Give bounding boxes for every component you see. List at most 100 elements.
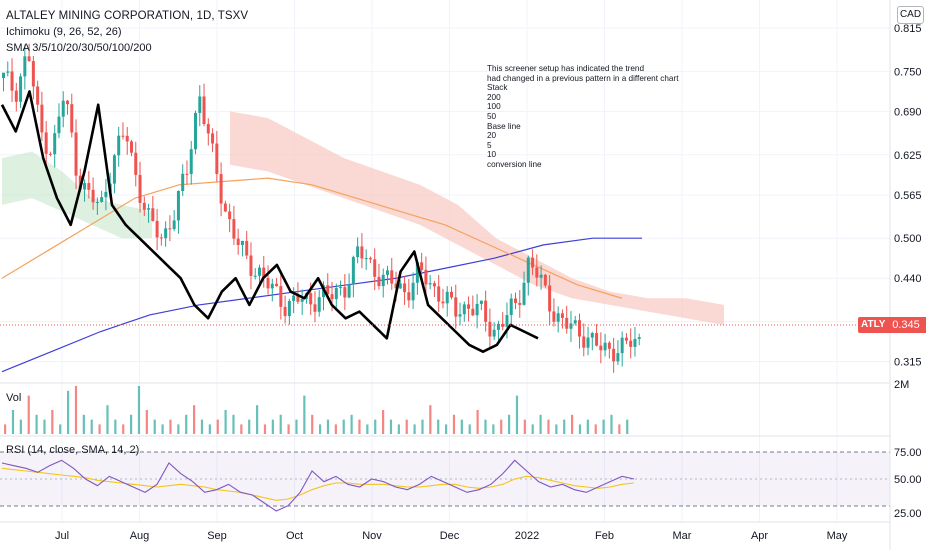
price-tick: 0.625	[894, 150, 922, 162]
candle-body	[262, 267, 266, 278]
candle-body	[586, 337, 590, 348]
candle-body	[91, 189, 95, 203]
price-tick: 0.750	[894, 66, 922, 78]
candle-body	[347, 284, 351, 298]
volume-bar	[421, 419, 424, 434]
volume-bar	[263, 424, 267, 434]
candle-body	[270, 283, 274, 289]
annotation-line: Stack	[487, 83, 508, 93]
candle-body	[432, 283, 436, 287]
candle-body	[539, 274, 543, 278]
candle-body	[100, 197, 104, 202]
volume-bar	[248, 419, 251, 434]
price-tick: 0.440	[894, 273, 922, 285]
candle-body	[253, 275, 257, 277]
candle-body	[138, 174, 142, 203]
volume-bar	[319, 424, 322, 434]
volume-bar	[405, 419, 408, 434]
candle-body	[66, 100, 69, 105]
candle-body	[569, 323, 573, 329]
candle-body	[300, 298, 304, 302]
volume-bar	[4, 424, 7, 434]
candle-body	[334, 287, 338, 300]
rsi-line	[1, 459, 635, 512]
time-axis[interactable]: Jul Aug Sep Oct Nov Dec 2022 Feb Mar Apr May	[55, 530, 848, 542]
candle-body	[360, 246, 364, 259]
rsi-label[interactable]: RSI (14, close, SMA, 14, 2)	[6, 444, 140, 456]
symbol-badge: ATLY	[858, 317, 889, 333]
candle-body	[228, 211, 232, 220]
annotation-line: 100	[487, 102, 501, 112]
volume-bar	[508, 414, 511, 434]
candle-body	[479, 300, 483, 304]
candle-body	[458, 314, 462, 317]
candle-body	[450, 291, 453, 298]
sma-label[interactable]: SMA 3/5/10/20/30/50/100/200	[6, 42, 152, 54]
candle-body	[223, 203, 227, 212]
volume-bar	[256, 405, 259, 434]
candle-body	[552, 311, 556, 322]
candle-body	[249, 255, 253, 276]
candle-body	[488, 321, 492, 337]
candle-body	[590, 333, 594, 338]
volume-bar	[279, 414, 282, 434]
volume-bar	[429, 405, 432, 434]
annotation-line: 20	[487, 131, 497, 141]
candle-body	[415, 262, 419, 283]
candle-body	[454, 297, 458, 317]
candle-body	[381, 274, 385, 287]
candle-body	[339, 287, 343, 289]
time-tick: Mar	[673, 530, 692, 542]
volume-bar	[626, 419, 629, 434]
candle-body	[292, 295, 296, 301]
candle-body	[629, 340, 633, 347]
time-tick: Feb	[595, 530, 614, 542]
volume-bar	[334, 424, 337, 434]
rsi-lower-label: 25.00	[894, 508, 922, 520]
time-tick: 2022	[515, 530, 539, 542]
candle-body	[526, 257, 530, 283]
candle-body	[61, 100, 65, 117]
candle-body	[364, 258, 368, 260]
candle-body	[313, 304, 317, 312]
volume-bar	[547, 419, 550, 434]
currency-badge[interactable]: CAD	[897, 6, 924, 24]
candle-body	[83, 183, 87, 190]
candle-body	[403, 283, 407, 293]
candle-body	[142, 202, 146, 210]
ichimoku-cloud	[2, 111, 724, 325]
candle-body	[168, 228, 172, 230]
volume-bar	[193, 405, 196, 434]
volume-bar	[342, 419, 345, 434]
candle-body	[236, 238, 240, 245]
rsi-ma-line	[1, 467, 635, 501]
ichimoku-label[interactable]: Ichimoku (9, 26, 52, 26)	[6, 26, 122, 38]
volume-bar	[35, 414, 38, 434]
volume-bar	[106, 405, 109, 434]
volume-bar	[500, 419, 503, 434]
volume-label[interactable]: Vol	[6, 392, 22, 404]
volume-bar	[531, 424, 534, 434]
candle-body	[445, 291, 449, 304]
volume-bar	[350, 414, 353, 434]
candle-body	[240, 240, 244, 245]
volume-bar	[578, 424, 582, 434]
sma-line	[1, 177, 623, 299]
candle-body	[317, 297, 321, 312]
candle-body	[189, 149, 193, 175]
volume-bar	[82, 414, 85, 434]
chart-title[interactable]: ALTALEY MINING CORPORATION, 1D, TSXV	[6, 10, 249, 22]
volume-bar	[468, 424, 471, 434]
candle-body	[565, 317, 569, 329]
candle-body	[607, 342, 611, 349]
candle-body	[172, 220, 176, 230]
text-annotation[interactable]: This screener setup has indicated the tr…	[487, 64, 678, 170]
volume-bar	[303, 395, 306, 434]
candle-body	[164, 228, 168, 239]
volume-bar	[389, 419, 393, 434]
price-tick: 0.565	[894, 190, 922, 202]
candle-body	[48, 153, 52, 155]
volume-bar	[358, 419, 361, 434]
volume-bar	[130, 414, 133, 434]
